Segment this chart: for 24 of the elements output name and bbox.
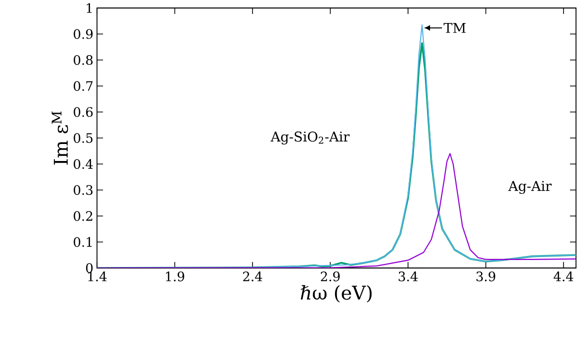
y-tick-label: 0: [86, 263, 93, 273]
x-tick-label: 1.4: [88, 272, 107, 282]
y-tick-label: 0.4: [74, 159, 93, 169]
x-tick-label: 2.4: [243, 272, 262, 282]
y-tick-label: 0.5: [74, 133, 92, 143]
line-series: [97, 153, 576, 268]
x-tick-label: 3.9: [476, 272, 496, 282]
y-tick-label: 0.8: [74, 55, 93, 65]
y-tick-label: 0.1: [74, 237, 92, 247]
y-tick-label: 1: [86, 3, 92, 13]
y-tick-label: 0.6: [74, 107, 93, 117]
annotation: Ag-SiO$_{2}$-Air: [270, 132, 350, 144]
y-tick-label: 0.9: [74, 29, 93, 39]
annotation: Ag-Air: [508, 180, 552, 194]
x-axis-title: ℏω (eV): [300, 285, 372, 302]
y-axis-title: Im ε$^{M}$: [52, 112, 68, 165]
y-tick-label: 0.2: [74, 211, 92, 221]
x-tick-label: 1.9: [166, 272, 184, 282]
x-tick-label: 3.4: [398, 272, 418, 282]
y-tick-label: 0.3: [74, 185, 93, 195]
x-tick-label: 2.9: [320, 272, 340, 282]
y-tick-label: 0.7: [74, 81, 93, 91]
x-tick-label: 4.4: [554, 272, 574, 282]
annotation: TM: [444, 22, 466, 33]
